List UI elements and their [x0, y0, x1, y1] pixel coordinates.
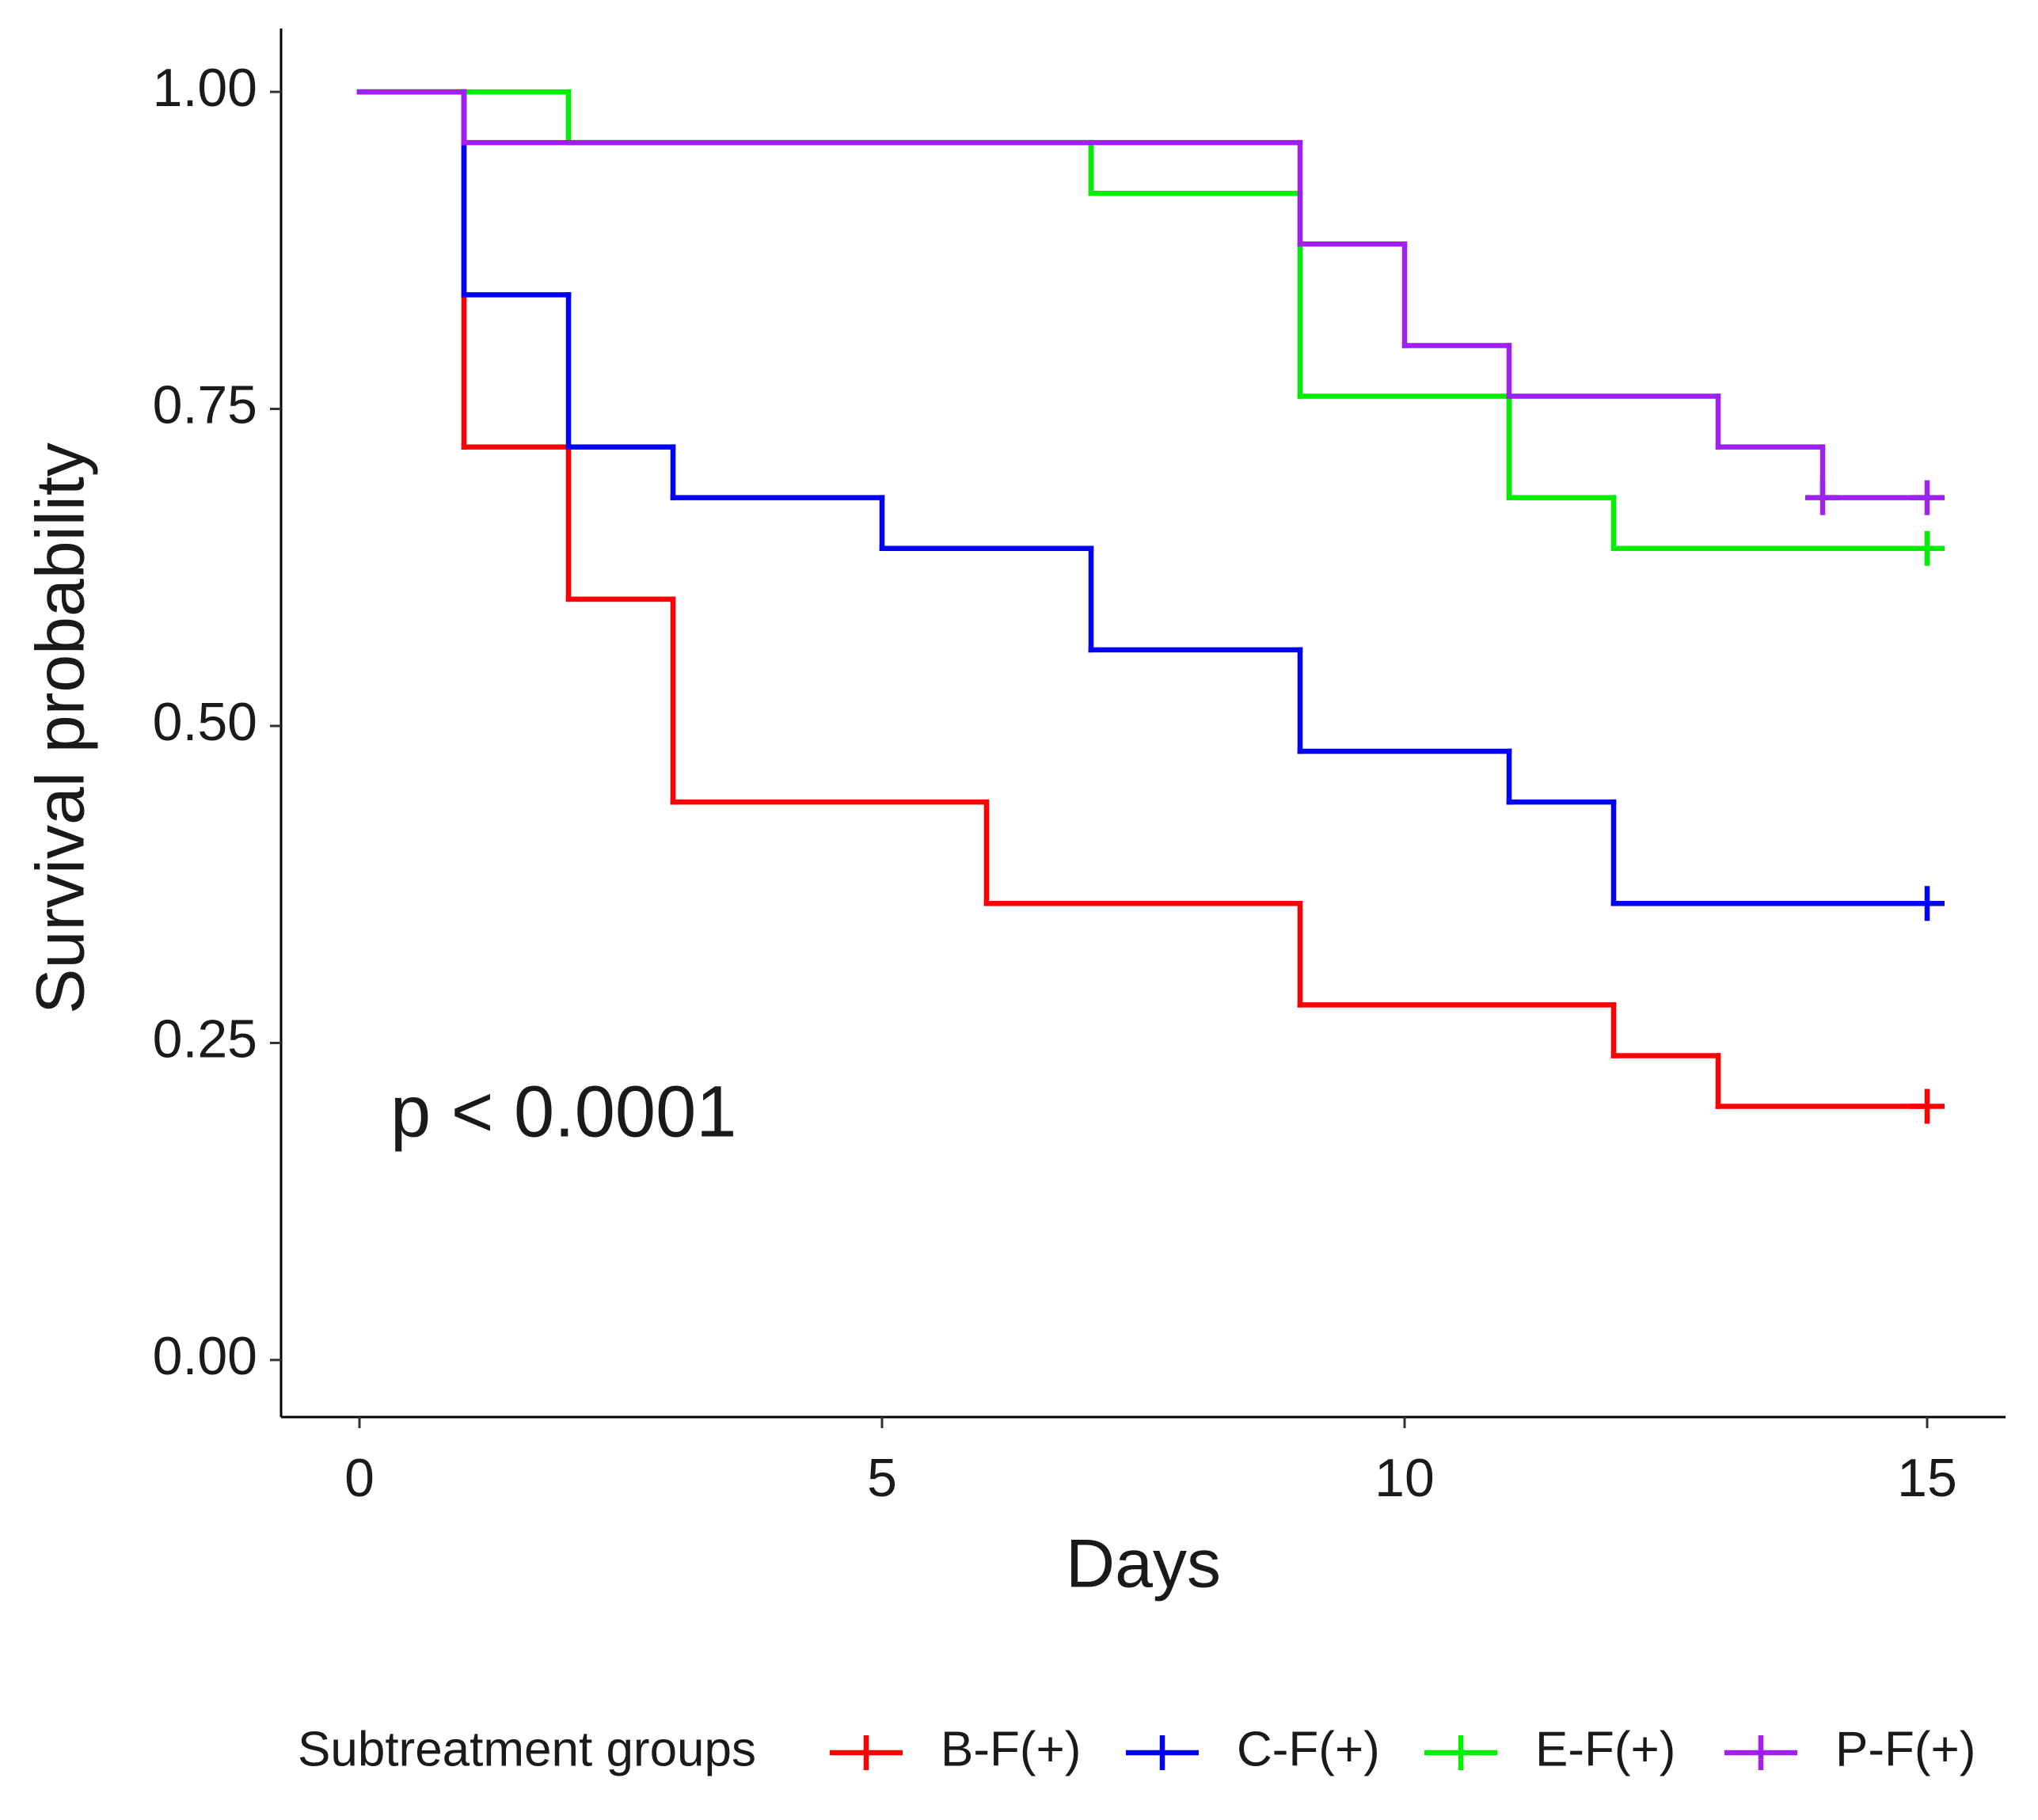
- p-value-annotation: p < 0.0001: [390, 1071, 736, 1152]
- legend-title: Subtreatment groups: [298, 1722, 756, 1776]
- censor-mark: [1805, 480, 1840, 515]
- legend-key: [1424, 1735, 1497, 1770]
- y-tick-label: 0.00: [153, 1326, 257, 1386]
- legend-label: E-F(+): [1535, 1722, 1675, 1776]
- censor-mark: [1910, 530, 1945, 566]
- legend-key: [1724, 1735, 1797, 1770]
- x-tick-label: 15: [1897, 1448, 1957, 1508]
- legend-label: P-F(+): [1835, 1722, 1975, 1776]
- y-axis-title: Survival probability: [23, 443, 99, 1014]
- y-tick-label: 0.25: [153, 1009, 257, 1069]
- legend-key: [1126, 1735, 1199, 1770]
- censor-mark: [1910, 1089, 1945, 1124]
- y-tick-label: 0.75: [153, 375, 257, 435]
- censor-mark: [1910, 480, 1945, 515]
- censor-mark: [1910, 886, 1945, 921]
- legend-key: [830, 1735, 903, 1770]
- y-tick-label: 0.50: [153, 692, 257, 752]
- x-axis-title: Days: [1066, 1526, 1221, 1602]
- x-tick-label: 10: [1375, 1448, 1435, 1508]
- x-tick-label: 0: [344, 1448, 375, 1508]
- y-tick-label: 1.00: [153, 58, 257, 118]
- legend-label: B-F(+): [941, 1722, 1081, 1776]
- legend-label: C-F(+): [1237, 1722, 1380, 1776]
- x-tick-label: 5: [867, 1448, 897, 1508]
